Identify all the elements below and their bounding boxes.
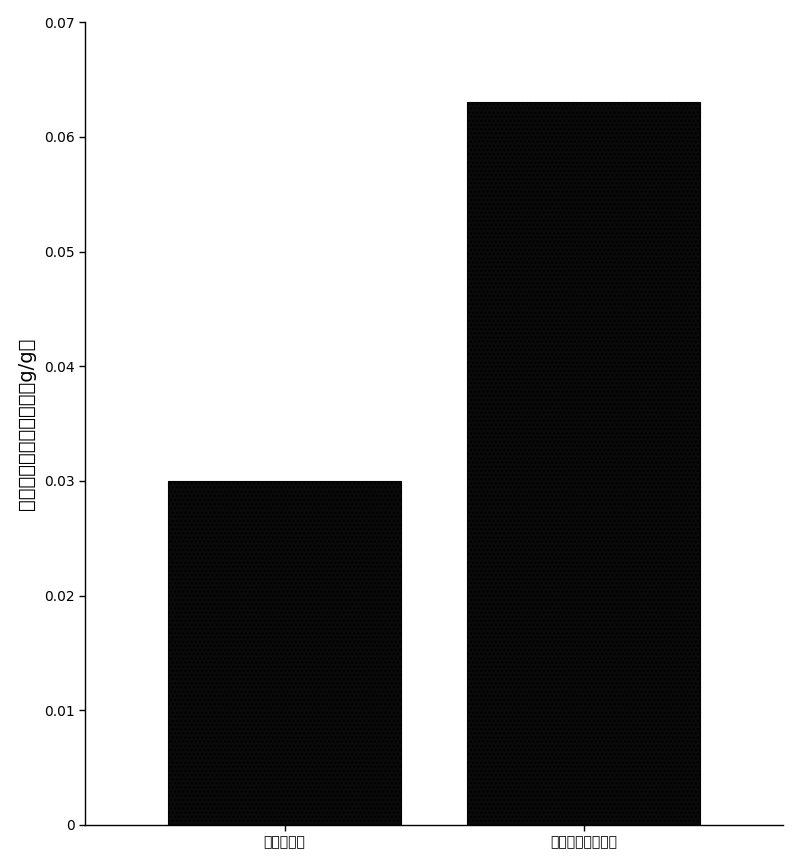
Bar [467,102,700,825]
Y-axis label: 海绵吸附纳米粉尘的量（g/g）: 海绵吸附纳米粉尘的量（g/g） [17,338,36,510]
Bar [168,481,401,825]
